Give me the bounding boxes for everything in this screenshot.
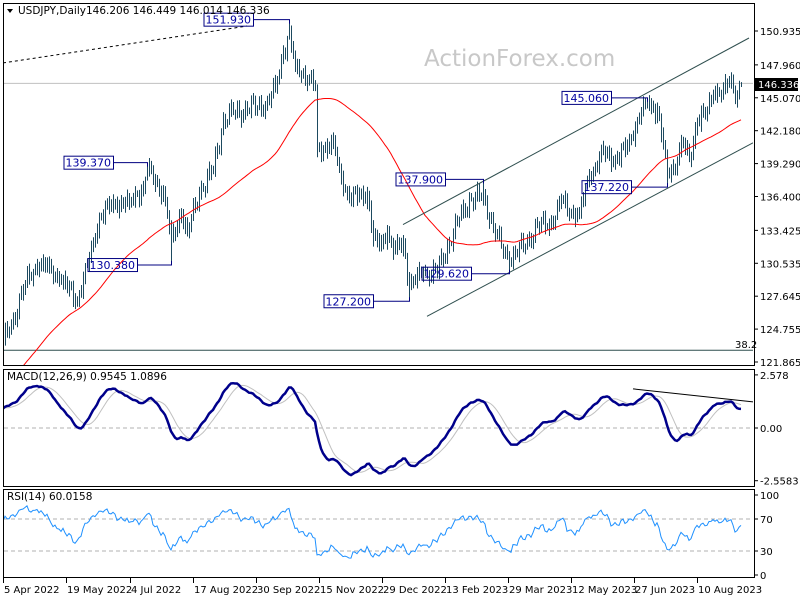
price-tick-label: 127.645 [760,292,800,303]
current-price-tag [755,78,798,91]
date-tick-label: 17 Aug 2022 [194,585,258,596]
channel-lower-trendline [426,142,753,317]
date-tick-label: 13 Feb 2023 [446,585,508,596]
annotation-label: 139.370 [66,157,112,170]
annotation-connector [471,269,510,275]
price-tick-label: 142.180 [760,127,800,138]
price-tick-label: 136.400 [760,193,800,204]
date-tick-label: 29 Mar 2023 [509,585,572,596]
annotation-connector [137,261,172,266]
macd-tick-label: 0.00 [760,424,782,435]
macd-tick-label: 2.578 [760,371,789,382]
rsi-tick-label: 70 [760,515,773,526]
annotations: 151.930 139.370 130.380 127.200 137.900 129.6… [63,12,668,309]
axes: 150.935 147.960 145.070 142.180 139.290 136.4… [3,27,800,596]
fib-level-label: 38.2 [735,340,757,351]
annotation-connector [631,183,668,188]
macd-trendline [632,388,753,403]
annotation-label: 130.380 [90,259,136,272]
rsi-tick-label: 100 [760,491,779,502]
date-tick-label: 12 May 2023 [572,585,637,596]
moving-average-line [23,98,742,365]
price-panel[interactable] [3,3,755,366]
price-tick-label: 133.425 [760,226,800,237]
annotation-label: 151.930 [206,14,252,27]
price-tick-label: 121.865 [760,358,800,369]
price-tick-label: 147.960 [760,61,800,72]
rsi-plot [4,504,753,559]
annotation-connector [611,97,648,102]
date-tick-label: 5 Apr 2022 [4,585,59,596]
channel-upper-trendline [402,37,750,225]
rsi-tick-label: 30 [760,547,773,558]
annotation-label: 137.220 [584,181,630,194]
macd-main-line [4,381,742,477]
date-tick-label: 29 Dec 2022 [383,585,447,596]
annotation-connector [113,162,148,167]
rsi-panel[interactable] [3,489,755,578]
annotation-label: 127.200 [326,295,372,308]
price-tick-label: 130.535 [760,259,800,270]
date-tick-label: 15 Nov 2022 [320,585,384,596]
current-price-label: 146.336 [758,80,799,91]
date-tick-label: 10 Aug 2023 [698,585,762,596]
dotted-resistance-trendline [4,25,248,64]
rsi-label: RSI(14) 60.0158 [7,491,92,503]
macd-plot [4,381,753,477]
date-tick-label: 27 Jun 2023 [635,585,695,596]
date-tick-label: 30 Sep 2022 [257,585,320,596]
annotation-connector [253,19,290,24]
annotation-connector [445,178,484,184]
price-tick-label: 124.755 [760,325,800,336]
price-tick-label: 150.935 [760,27,800,38]
price-tick-label: 145.070 [760,94,800,105]
rsi-tick-label: 0 [760,571,766,582]
watermark: ActionForex.com [424,46,615,72]
annotation-label: 137.900 [398,173,444,186]
symbol-timeframe: USDJPY,Daily [18,5,86,17]
annotation-label: 129.620 [424,268,470,281]
date-tick-label: 4 Jul 2022 [131,585,181,596]
rsi-line [4,504,742,559]
triangle-down-icon[interactable] [7,9,13,13]
price-tick-label: 139.290 [760,160,800,171]
annotation-connector [373,297,410,302]
macd-label: MACD(12,26,9) 0.9545 1.0896 [7,371,167,383]
ohlc-readout: 146.206 146.449 146.014 146.336 [86,5,270,17]
date-tick-label: 19 May 2022 [67,585,132,596]
macd-tick-label: -2.5583 [760,477,799,488]
annotation-label: 145.060 [564,92,610,105]
